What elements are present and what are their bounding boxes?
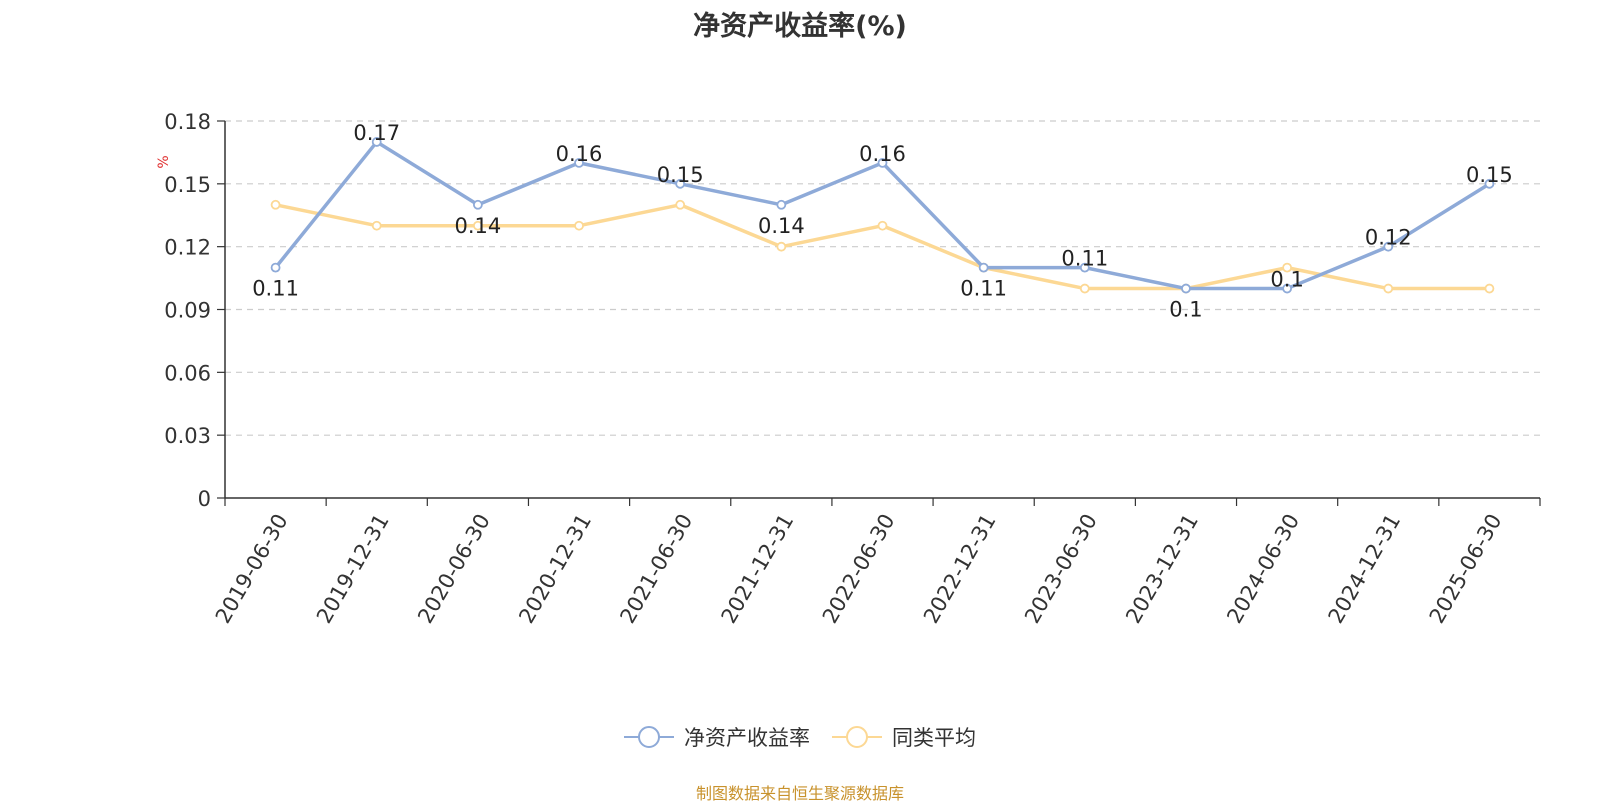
x-tick-label: 2023-12-31 (1121, 510, 1203, 628)
roe-data-label: 0.1 (1270, 268, 1303, 292)
roe-data-label: 0.17 (353, 121, 400, 145)
y-tick-label: 0.06 (164, 361, 211, 385)
peer-average-data-point (371, 220, 382, 231)
roe-data-label: 0.11 (1061, 247, 1108, 271)
legend-item-roe[interactable]: 净资产收益率 (624, 722, 810, 752)
y-tick-label: 0.12 (164, 236, 211, 260)
x-tick-label: 2023-06-30 (1020, 510, 1102, 628)
roe-data-point (574, 157, 584, 168)
peer-average-data-point (877, 220, 888, 231)
peer-average-data-point (675, 199, 686, 210)
y-axis-unit-label: % (156, 155, 172, 168)
x-tick-label: 2021-12-31 (717, 510, 799, 628)
roe-data-label: 0.11 (252, 277, 299, 301)
legend-label-peer-average: 同类平均 (892, 726, 976, 750)
roe-data-label: 0.14 (758, 214, 805, 238)
legend-label-roe: 净资产收益率 (684, 726, 810, 750)
peer-average-data-point (1079, 283, 1090, 294)
y-tick-label: 0.15 (164, 173, 211, 197)
roe-data-label: 0.11 (960, 277, 1007, 301)
x-tick-label: 2019-12-31 (312, 510, 394, 628)
peer-average-data-point (270, 199, 281, 210)
peer-average-data-point (776, 241, 787, 252)
y-tick-label: 0.09 (164, 299, 211, 323)
peer-average-data-point (1484, 283, 1495, 294)
x-tick-label: 2021-06-30 (615, 510, 697, 628)
data-source-note: 制图数据来自恒生聚源数据库 (695, 784, 904, 803)
roe-data-point (1181, 283, 1191, 294)
x-tick-label: 2020-06-30 (413, 510, 495, 628)
roe-data-label: 0.15 (1466, 163, 1513, 187)
peer-average-data-point (472, 220, 483, 231)
legend: 净资产收益率 同类平均 (0, 722, 1600, 752)
legend-marker-peer-average-icon (832, 726, 882, 748)
roe-data-point (270, 262, 281, 273)
x-tick-label: 2019-06-30 (211, 510, 293, 628)
roe-data-point (978, 262, 989, 273)
roe-data-label: 0.12 (1365, 226, 1412, 250)
chart-title: 净资产收益率(%) (693, 11, 907, 42)
roe-data-label: 0.16 (859, 142, 906, 166)
roe-data-point (675, 178, 686, 189)
legend-marker-roe-icon (624, 726, 674, 748)
roe-data-label: 0.16 (556, 142, 603, 166)
roe-data-point (1383, 241, 1394, 252)
peer-average-data-point (574, 220, 584, 231)
roe-data-point (472, 199, 483, 210)
roe-data-point (1484, 178, 1495, 189)
x-tick-label: 2022-12-31 (919, 510, 1001, 628)
x-tick-label: 2020-12-31 (514, 510, 596, 628)
y-tick-label: 0 (198, 487, 211, 511)
peer-average-data-point (1282, 262, 1293, 273)
roe-data-label: 0.15 (657, 163, 704, 187)
y-tick-label: 0.18 (164, 110, 211, 134)
roe-data-point (877, 157, 888, 168)
legend-item-peer-average[interactable]: 同类平均 (832, 722, 976, 752)
peer-average-data-point (1383, 283, 1394, 294)
roe-data-point (776, 199, 787, 210)
roe-data-point (371, 137, 382, 147)
x-tick-label: 2024-06-30 (1222, 510, 1304, 628)
x-tick-label: 2025-06-30 (1425, 510, 1507, 628)
y-tick-label: 0.03 (164, 424, 211, 448)
roe-data-point (1079, 262, 1090, 273)
roe-data-label: 0.14 (455, 214, 502, 238)
x-tick-label: 2022-06-30 (818, 510, 900, 628)
x-tick-label: 2024-12-31 (1324, 510, 1406, 628)
roe-data-label: 0.1 (1169, 298, 1202, 322)
roe-data-point (1282, 283, 1293, 294)
